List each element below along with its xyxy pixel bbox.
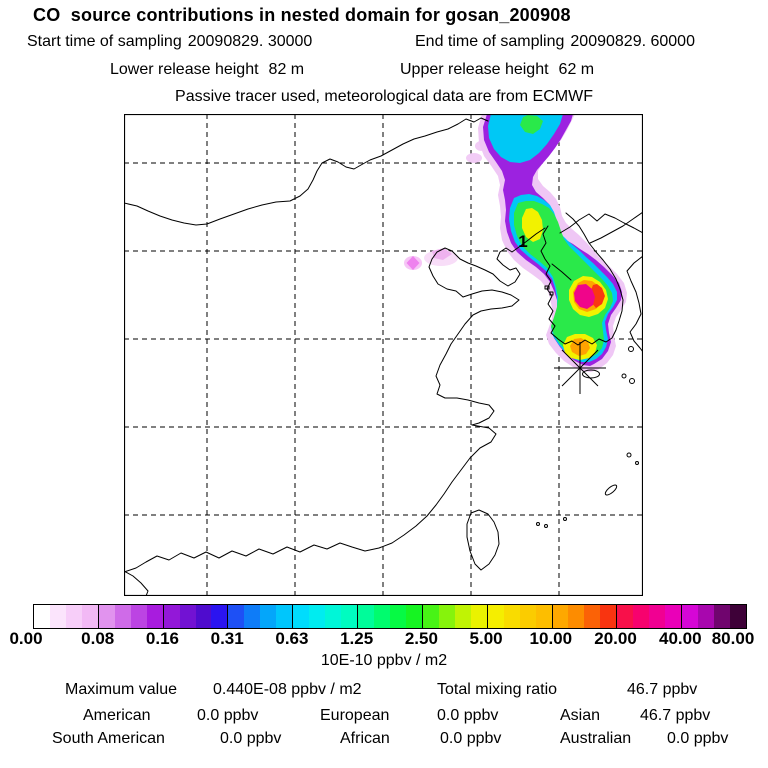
colorbar-segment-1 <box>97 605 163 628</box>
release-lower: Lower release height 82 m <box>110 61 304 79</box>
colorbar-segment-5 <box>357 605 422 628</box>
release-upper-label: Upper release height <box>400 61 549 78</box>
continent-european-label: European <box>320 707 390 724</box>
summary-row: Maximum value 0.440E-08 ppbv / m2 Total … <box>0 681 768 701</box>
colorbar-tick-5.00: 5.00 <box>469 629 503 648</box>
coastlines <box>124 117 643 596</box>
river-tumen <box>559 213 643 234</box>
islands <box>536 285 639 528</box>
colorbar-segment-4 <box>292 605 358 628</box>
coastline-china-bohai <box>124 227 546 573</box>
river-inner-korea <box>551 263 572 281</box>
colorbar-segment-8 <box>551 605 617 628</box>
sampling-start-value: 20090829. 30000 <box>187 33 313 50</box>
colorbar-tick-80.00: 80.00 <box>711 629 755 648</box>
colorbar-tick-20.00: 20.00 <box>594 629 637 648</box>
map-frame <box>124 114 643 596</box>
total-mixing-ratio-value: 46.7 ppbv <box>627 681 698 698</box>
colorbar-segment-2 <box>162 605 228 628</box>
colorbar-segment-3 <box>227 605 293 628</box>
colorbar-tick-0.63: 0.63 <box>275 629 309 648</box>
colorbar-tick-0.08: 0.08 <box>81 629 115 648</box>
continent-asian-value: 46.7 ppbv <box>640 707 711 724</box>
colorbar-ticks: 0.00 0.08 0.16 0.31 0.63 1.25 2.50 5.00 10.00 20.… <box>0 629 768 649</box>
total-mixing-ratio-label: Total mixing ratio <box>437 681 558 698</box>
map-plot: 1 <box>124 114 643 596</box>
colorbar-segment-9 <box>616 605 682 628</box>
plume-yellow-mid <box>522 208 543 242</box>
coastline-southwest <box>124 570 149 596</box>
colorbar-segment-10 <box>681 605 746 628</box>
coastline-northeast <box>589 211 643 244</box>
colorbar-segment-7 <box>486 605 552 628</box>
island-jeju <box>582 369 600 379</box>
continent-australian-label: Australian <box>560 730 632 747</box>
continent-american-label: American <box>83 707 151 724</box>
continent-african-label: African <box>340 730 390 747</box>
coastline-korea <box>540 212 624 346</box>
colorbar-tick-0.00: 0.00 <box>9 629 43 648</box>
sampling-start: Start time of sampling 20090829. 30000 <box>27 33 312 51</box>
colorbar-tick-0.16: 0.16 <box>145 629 179 648</box>
sampling-end-value: 20090829. 60000 <box>570 33 695 50</box>
release-upper-value: 62 m <box>558 61 595 78</box>
colorbar-tick-1.25: 1.25 <box>340 629 374 648</box>
sampling-start-label: Start time of sampling <box>27 33 182 50</box>
maximum-value: 0.440E-08 ppbv / m2 <box>213 681 362 698</box>
coastline-taiwan <box>466 509 500 571</box>
colorbar-tick-2.50: 2.50 <box>404 629 438 648</box>
page-title: CO source contributions in nested domain… <box>33 5 571 25</box>
continent-american-value: 0.0 ppbv <box>197 707 259 724</box>
colorbar <box>33 604 747 629</box>
sampling-end: End time of sampling 20090829. 60000 <box>415 33 695 51</box>
colorbar-segment-6 <box>421 605 487 628</box>
release-lower-label: Lower release height <box>110 61 259 78</box>
continent-row-1: American 0.0 ppbv European 0.0 ppbv Asia… <box>0 707 768 725</box>
coastline-japan <box>626 255 643 353</box>
tracer-plume <box>478 114 627 372</box>
continent-south-american-value: 0.0 ppbv <box>220 730 282 747</box>
maximum-value-label: Maximum value <box>65 681 178 698</box>
colorbar-segment-0 <box>34 605 98 628</box>
plume-green-top <box>520 115 543 134</box>
colorbar-tick-0.31: 0.31 <box>210 629 244 648</box>
continent-row-2: South American 0.0 ppbv African 0.0 ppbv… <box>0 730 768 748</box>
meteo-note: Passive tracer used, meteorological data… <box>175 88 593 105</box>
release-lower-value: 82 m <box>268 61 305 78</box>
continent-asian-label: Asian <box>560 707 601 724</box>
tracer-number-marker: 1 <box>518 232 527 251</box>
colorbar-units: 10E-10 ppbv / m2 <box>320 652 448 669</box>
continent-african-value: 0.0 ppbv <box>440 730 502 747</box>
colorbar-tick-10.00: 10.00 <box>529 629 573 648</box>
sampling-end-label: End time of sampling <box>415 33 565 50</box>
continent-european-value: 0.0 ppbv <box>437 707 499 724</box>
plume-cyan-top <box>488 114 563 163</box>
plume-green-body <box>514 201 613 359</box>
colorbar-tick-40.00: 40.00 <box>658 629 702 648</box>
release-upper: Upper release height 62 m <box>400 61 594 79</box>
coastline-north-border <box>124 117 489 226</box>
continent-australian-value: 0.0 ppbv <box>667 730 729 747</box>
continent-south-american-label: South American <box>52 730 165 747</box>
station-marker <box>554 342 606 394</box>
plume-magenta-core <box>574 284 595 309</box>
